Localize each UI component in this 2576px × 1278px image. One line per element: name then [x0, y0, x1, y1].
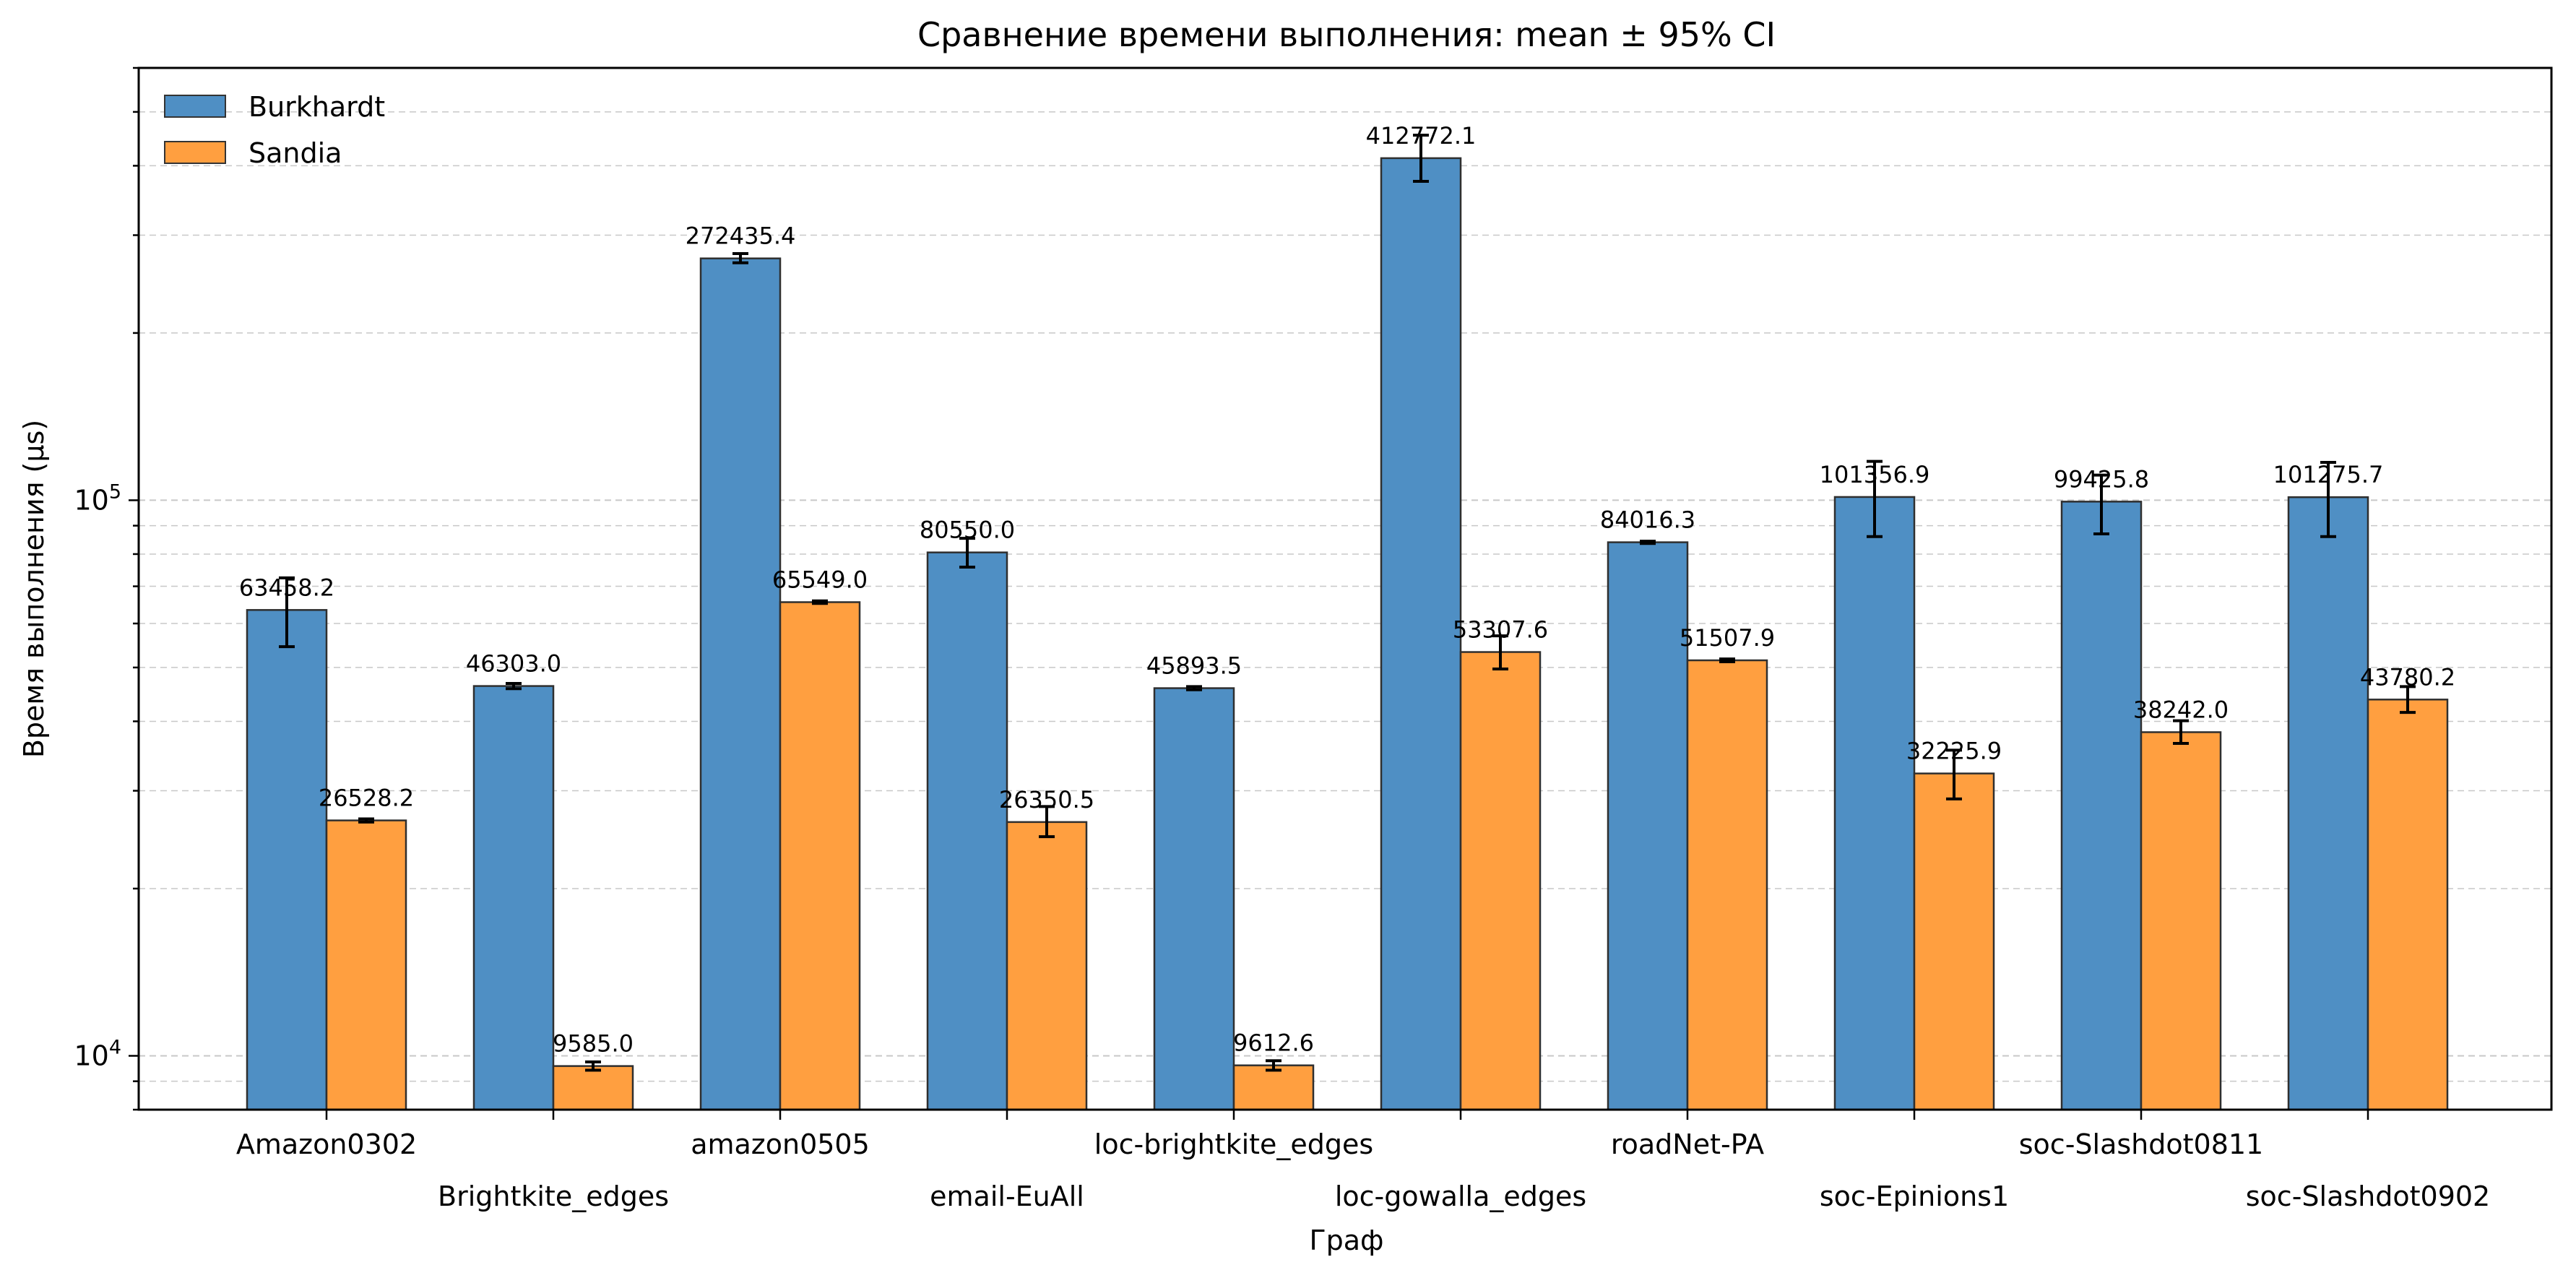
- x-tick-label: Amazon0302: [236, 1128, 417, 1160]
- bar-sandia: [2140, 731, 2222, 1111]
- bar-sandia: [779, 601, 861, 1111]
- x-tick-label: loc-gowalla_edges: [1335, 1180, 1586, 1212]
- value-label: 63458.2: [239, 574, 334, 601]
- value-label: 38242.0: [2133, 696, 2229, 723]
- bar-sandia: [1913, 772, 1995, 1111]
- bar-burkhardt: [1380, 157, 1462, 1111]
- bar-burkhardt: [472, 685, 555, 1111]
- y-axis-ticks: 104 105: [74, 66, 139, 1111]
- bar-burkhardt: [1833, 496, 1916, 1111]
- value-label: 53307.6: [1453, 616, 1548, 644]
- x-axis-label: Граф: [1309, 1225, 1383, 1256]
- value-label: 272435.4: [686, 223, 796, 250]
- value-label: 101275.7: [2273, 461, 2384, 488]
- bar-sandia: [1686, 659, 1768, 1111]
- value-label: 412772.1: [1366, 122, 1477, 150]
- legend-label-sandia: Sandia: [248, 137, 342, 169]
- bar-burkhardt: [926, 551, 1008, 1111]
- value-label: 9612.6: [1233, 1029, 1314, 1057]
- value-label: 45893.5: [1146, 652, 1242, 680]
- value-label: 9585.0: [553, 1030, 634, 1058]
- legend-swatch-burkhardt: [164, 95, 226, 118]
- x-tick-label: soc-Slashdot0902: [2246, 1180, 2490, 1212]
- value-label: 26350.5: [999, 786, 1094, 813]
- x-tick-label: email-EuAll: [930, 1180, 1084, 1212]
- x-tick-label: soc-Epinions1: [1820, 1180, 2009, 1212]
- legend-swatch-sandia: [164, 141, 226, 164]
- y-tick-label: 104: [74, 1036, 121, 1071]
- value-label: 51507.9: [1680, 624, 1775, 652]
- value-label: 46303.0: [466, 650, 561, 678]
- x-tick-label: Brightkite_edges: [438, 1180, 669, 1212]
- value-label: 101356.9: [1820, 461, 1930, 488]
- bar-burkhardt: [1607, 541, 1689, 1111]
- x-tick-label: soc-Slashdot0811: [2019, 1128, 2263, 1160]
- bar-burkhardt: [2060, 501, 2143, 1111]
- plot-frame: [137, 66, 2553, 1111]
- chart-title: Сравнение времени выполнения: mean ± 95%…: [917, 15, 1776, 54]
- bar-sandia: [2367, 699, 2449, 1111]
- value-label: 99425.8: [2054, 465, 2149, 493]
- value-label: 26528.2: [319, 785, 414, 812]
- bar-burkhardt: [699, 257, 782, 1111]
- y-tick-label: 105: [74, 480, 121, 516]
- value-label: 80550.0: [920, 517, 1015, 544]
- value-label: 43780.2: [2360, 663, 2455, 691]
- error-bars: [279, 134, 2416, 1072]
- bar-burkhardt: [2287, 496, 2369, 1111]
- bar-burkhardt: [246, 609, 328, 1111]
- x-tick-label: amazon0505: [691, 1128, 870, 1160]
- bar-sandia: [325, 819, 407, 1111]
- x-tick-label: roadNet-PA: [1611, 1128, 1764, 1160]
- value-labels: 63458.2 26528.2 46303.0 9585.0 272435.4 65549…: [239, 122, 2455, 1058]
- y-axis-label: Время выполнения (µs): [18, 420, 50, 758]
- bars: [246, 157, 2449, 1111]
- value-label: 84016.3: [1600, 506, 1695, 534]
- bar-sandia: [1006, 821, 1088, 1111]
- legend-label-burkhardt: Burkhardt: [248, 91, 385, 123]
- x-axis-ticks: Amazon0302 Brightkite_edges amazon0505 emai…: [236, 1110, 2490, 1212]
- bar-sandia: [1232, 1064, 1315, 1111]
- bar-burkhardt: [1153, 687, 1235, 1111]
- legend: Burkhardt Sandia: [164, 91, 385, 169]
- value-label: 32225.9: [1906, 738, 2002, 765]
- bar-sandia: [1459, 651, 1542, 1111]
- x-tick-label: loc-brightkite_edges: [1094, 1128, 1373, 1160]
- bar-sandia: [552, 1065, 634, 1111]
- value-label: 65549.0: [772, 566, 868, 593]
